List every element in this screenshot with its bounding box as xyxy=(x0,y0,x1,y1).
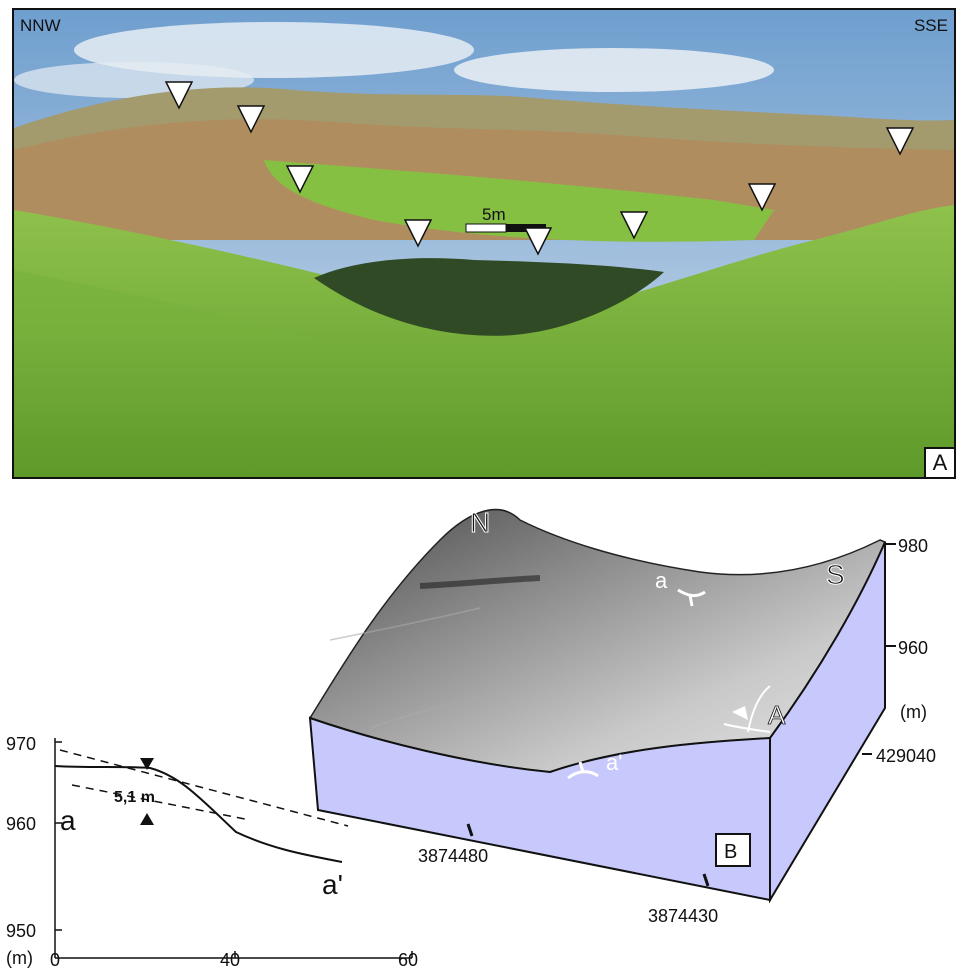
upper-field xyxy=(264,160,774,242)
block-side-face xyxy=(769,541,886,904)
profile-y-tick-950: 950 xyxy=(6,921,36,941)
scarp-marker xyxy=(236,105,266,134)
profile-y-tick-960: 960 xyxy=(6,814,36,834)
scarp-marker xyxy=(285,165,315,194)
block-front-face xyxy=(308,716,771,902)
block-diagram: N S a a' A B 980 960 (m) 429040 3874480 … xyxy=(308,507,936,926)
elev-unit-label: (m) xyxy=(900,702,927,722)
scarp-marker xyxy=(523,227,553,256)
direction-left-label: NNW xyxy=(20,16,61,35)
easting-label: 429040 xyxy=(876,746,936,766)
profile-x-tick-0: 0 xyxy=(50,950,60,969)
offset-label: 5,1 m xyxy=(114,789,155,806)
south-label: S xyxy=(826,559,845,590)
topographic-profile: 970 960 950 (m) 0 40 60 5,1 m a a' xyxy=(6,734,418,969)
profile-y-unit: (m) xyxy=(6,948,33,968)
direction-right-label: SSE xyxy=(913,16,948,35)
profile-x-tick-40: 40 xyxy=(220,950,240,969)
photo-viewpoint-icon xyxy=(723,685,771,733)
upper-offset-marker xyxy=(140,758,154,770)
foreground-field xyxy=(14,205,954,477)
scale-bar-label: 5m xyxy=(482,205,506,224)
profile-x-tick-60: 60 xyxy=(398,950,418,969)
panel-b-label: B xyxy=(724,841,737,863)
scarp-markers xyxy=(164,81,915,256)
northing-label-1: 3874480 xyxy=(418,846,488,866)
scarp-marker xyxy=(619,211,649,240)
scarp-marker xyxy=(885,127,915,156)
profile-start-label: a xyxy=(60,805,76,836)
profile-end-label: a' xyxy=(322,869,343,900)
upper-surface-line xyxy=(59,749,349,827)
scarp-marker xyxy=(403,219,433,248)
scarp-vegetation xyxy=(314,258,664,336)
north-label: N xyxy=(470,507,490,538)
profile-line xyxy=(54,765,343,863)
lower-surface-line xyxy=(71,784,251,821)
lower-offset-marker xyxy=(140,813,154,825)
field-photo-panel: 5m NNW SSE A xyxy=(12,8,956,479)
panel-b-box xyxy=(715,833,751,867)
profile-start-label-map: a xyxy=(655,568,668,593)
bottom-figure: N S a a' A B 980 960 (m) 429040 3874480 … xyxy=(6,507,936,969)
northing-label-2: 3874430 xyxy=(648,906,718,926)
scarp-marker xyxy=(747,183,777,212)
field-photo: 5m xyxy=(14,10,954,477)
profile-y-tick-970: 970 xyxy=(6,734,36,754)
panel-a-label: A xyxy=(924,447,954,477)
elev-label-980: 980 xyxy=(898,536,928,556)
elev-label-960: 960 xyxy=(898,638,928,658)
scarp-marker xyxy=(164,81,194,110)
photo-marker-label: A xyxy=(768,700,786,730)
profile-end-label-map: a' xyxy=(606,750,622,775)
